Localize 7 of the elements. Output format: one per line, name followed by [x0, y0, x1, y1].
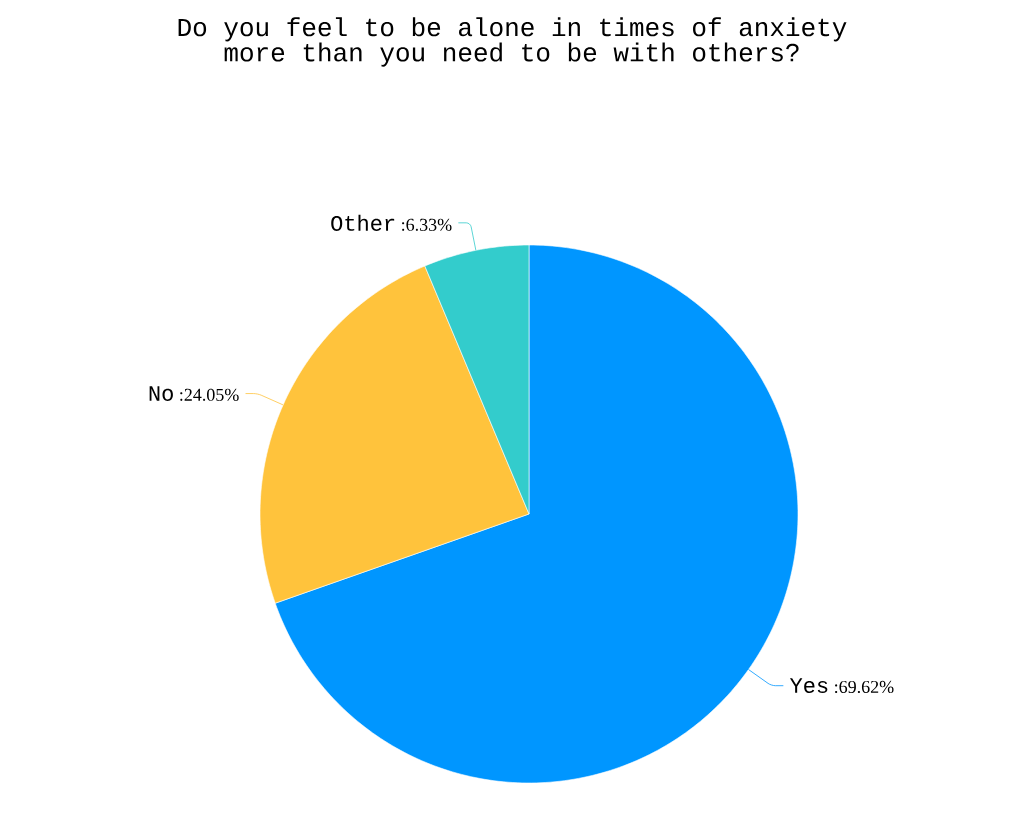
data-label: :69.62% — [835, 680, 894, 694]
data-label: :24.05% — [180, 388, 239, 401]
slice-label: Other — [331, 214, 395, 231]
chart-title: Do you feel to be alone in times of anxiety more than you need to be with others? — [178, 17, 847, 67]
data-label: :6.33% — [402, 218, 452, 231]
slice-label: Yes — [789, 678, 828, 694]
slice-label: No — [149, 386, 173, 401]
